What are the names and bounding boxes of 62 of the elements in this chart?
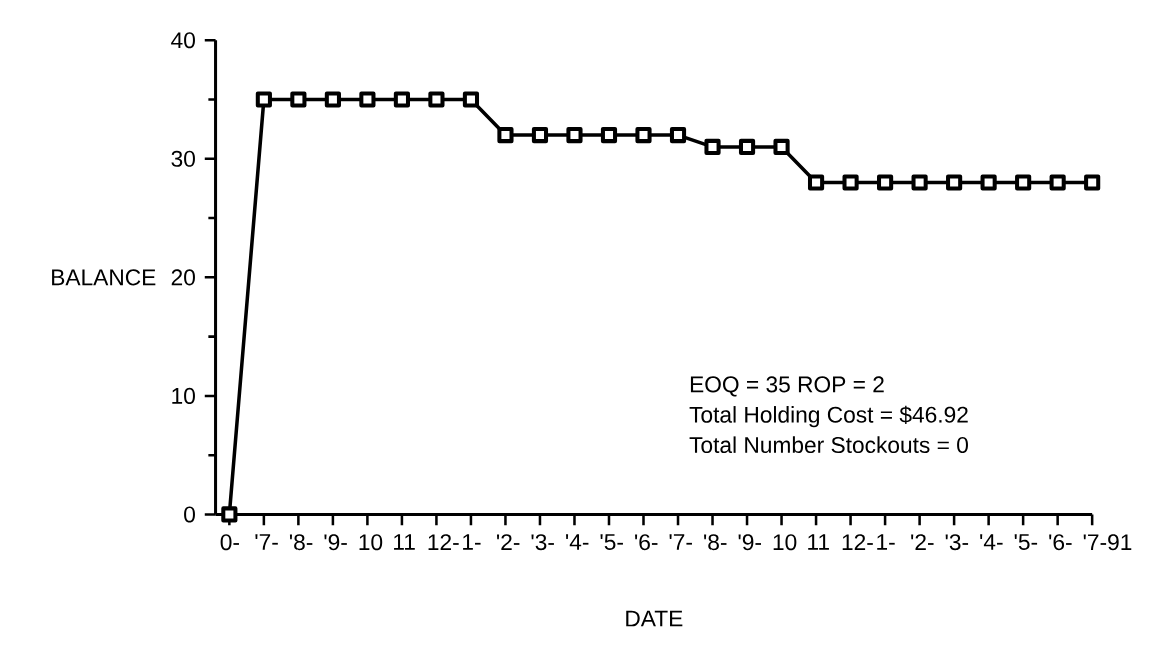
x-tick-label: '8- bbox=[289, 534, 313, 551]
x-tick-label: '6- bbox=[635, 534, 658, 551]
x-tick-label: 10 bbox=[359, 534, 383, 551]
point bbox=[531, 126, 549, 144]
annotation: Total Number Stockouts = 0 bbox=[689, 436, 968, 453]
point bbox=[980, 174, 997, 191]
point bbox=[946, 174, 963, 191]
x-tick-label: '4- bbox=[566, 534, 589, 550]
x-tick-label: '9- bbox=[738, 534, 761, 551]
y-tick-label: 10 bbox=[172, 387, 195, 404]
x-tick-label: '8- bbox=[704, 534, 727, 551]
x-tick-label: 1- bbox=[877, 534, 895, 550]
point bbox=[497, 126, 514, 144]
x-tick-label: 1- bbox=[463, 534, 481, 550]
point bbox=[1084, 174, 1101, 191]
x-tick-label: 11 bbox=[394, 534, 415, 550]
x-tick-label: 12- bbox=[428, 534, 459, 550]
point bbox=[255, 91, 272, 108]
point bbox=[911, 174, 928, 191]
x-axis-title: DATE bbox=[626, 610, 683, 627]
annotation: Total Holding Cost = $46.92 bbox=[689, 405, 968, 428]
x-tick-label: 12- bbox=[842, 534, 873, 550]
point bbox=[1015, 174, 1032, 191]
x-tick-label: '7- bbox=[255, 534, 278, 550]
point bbox=[393, 91, 410, 108]
x-tick-label: '2- bbox=[497, 534, 520, 550]
point bbox=[1049, 174, 1066, 191]
point bbox=[807, 174, 825, 191]
x-tick-label: '5- bbox=[1014, 534, 1038, 550]
point bbox=[290, 91, 307, 108]
y-tick-label: 0 bbox=[184, 506, 195, 523]
point bbox=[600, 126, 618, 144]
x-tick-label: '7-91 bbox=[1083, 534, 1132, 551]
x-tick-label: '3- bbox=[945, 534, 969, 551]
x-tick-label: '5- bbox=[600, 534, 623, 550]
y-tick-label: 20 bbox=[171, 269, 195, 286]
y-tick-label: 40 bbox=[171, 32, 195, 49]
point bbox=[324, 91, 341, 108]
x-tick-label: 0- bbox=[220, 534, 239, 551]
annotation: EOQ = 35 ROP = 2 bbox=[690, 376, 884, 397]
point bbox=[842, 174, 859, 191]
point bbox=[428, 91, 445, 108]
point bbox=[773, 138, 790, 155]
point bbox=[462, 91, 480, 108]
y-tick-label: 30 bbox=[171, 150, 195, 167]
x-tick-label: '2- bbox=[911, 534, 934, 550]
y-axis-title: BALANCE bbox=[52, 269, 156, 286]
point bbox=[877, 174, 894, 191]
point bbox=[221, 506, 238, 523]
point bbox=[669, 126, 687, 144]
point bbox=[738, 138, 756, 155]
x-tick-label: '6- bbox=[1049, 534, 1072, 551]
point bbox=[566, 126, 583, 144]
point bbox=[704, 138, 721, 155]
point bbox=[635, 126, 652, 144]
x-tick-label: 11 bbox=[808, 534, 829, 550]
point bbox=[359, 91, 376, 108]
x-tick-label: '3- bbox=[531, 534, 554, 551]
x-tick-label: '7- bbox=[669, 534, 692, 550]
x-tick-label: '4- bbox=[980, 534, 1003, 550]
x-tick-label: 10 bbox=[773, 534, 797, 551]
x-tick-label: '9- bbox=[324, 534, 347, 551]
